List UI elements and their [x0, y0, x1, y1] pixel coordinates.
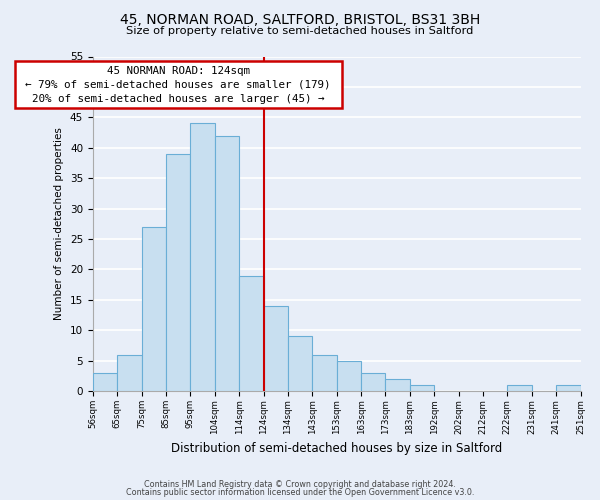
Bar — [410, 385, 434, 391]
Text: 45, NORMAN ROAD, SALTFORD, BRISTOL, BS31 3BH: 45, NORMAN ROAD, SALTFORD, BRISTOL, BS31… — [120, 12, 480, 26]
Bar — [263, 306, 288, 391]
Text: 45 NORMAN ROAD: 124sqm  
← 79% of semi-detached houses are smaller (179)
  20% o: 45 NORMAN ROAD: 124sqm ← 79% of semi-det… — [19, 66, 337, 104]
Text: Contains public sector information licensed under the Open Government Licence v3: Contains public sector information licen… — [126, 488, 474, 497]
Bar — [337, 360, 361, 391]
Bar — [288, 336, 313, 391]
Bar — [93, 373, 117, 391]
X-axis label: Distribution of semi-detached houses by size in Saltford: Distribution of semi-detached houses by … — [171, 442, 502, 455]
Bar — [215, 136, 239, 391]
Bar — [239, 276, 263, 391]
Text: Size of property relative to semi-detached houses in Saltford: Size of property relative to semi-detach… — [127, 26, 473, 36]
Bar — [313, 354, 337, 391]
Bar — [361, 373, 385, 391]
Y-axis label: Number of semi-detached properties: Number of semi-detached properties — [55, 128, 64, 320]
Text: Contains HM Land Registry data © Crown copyright and database right 2024.: Contains HM Land Registry data © Crown c… — [144, 480, 456, 489]
Bar — [508, 385, 532, 391]
Bar — [117, 354, 142, 391]
Bar — [166, 154, 190, 391]
Bar — [385, 379, 410, 391]
Bar — [142, 227, 166, 391]
Bar — [190, 124, 215, 391]
Bar — [556, 385, 581, 391]
